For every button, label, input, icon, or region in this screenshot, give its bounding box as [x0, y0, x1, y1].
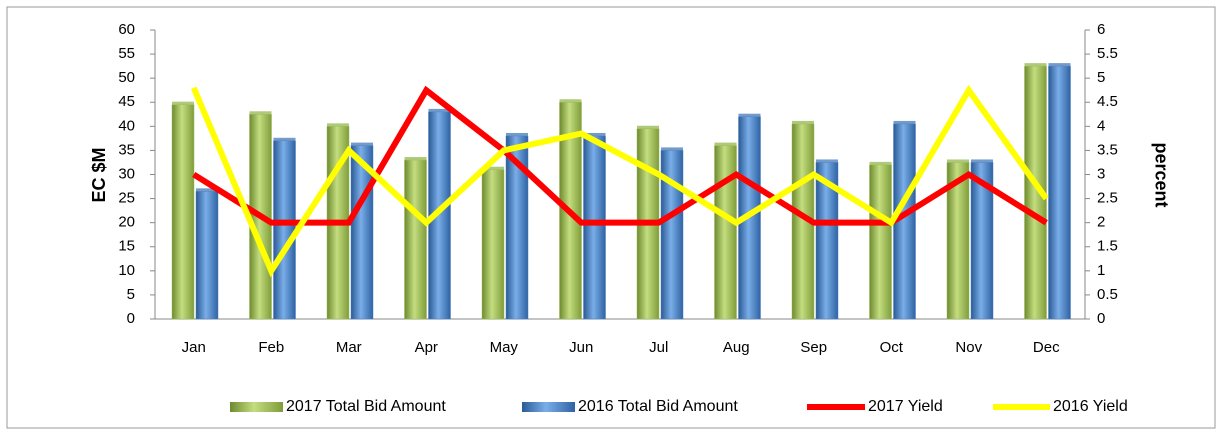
bar	[171, 104, 195, 320]
bar-top	[351, 142, 373, 146]
y2-tick-label: 4.5	[1097, 93, 1118, 110]
y2-tick-label: 4	[1097, 117, 1105, 134]
y-tick-label: 55	[118, 45, 135, 62]
bar-top	[1048, 63, 1071, 67]
x-tick-label: Mar	[336, 339, 362, 356]
bar	[583, 135, 606, 320]
bar-top	[947, 159, 969, 163]
y-tick-label: 25	[118, 190, 135, 207]
bar-top	[404, 157, 427, 161]
bar	[273, 140, 296, 320]
y-tick-label: 60	[118, 21, 135, 38]
bar-top	[559, 99, 582, 103]
y2-tick-label: 0	[1097, 310, 1105, 327]
x-tick-label: Jun	[569, 339, 593, 356]
x-tick-label: Jul	[649, 339, 668, 356]
legend-label: 2017 Total Bid Amount	[286, 398, 446, 415]
y2-axis-label: percent	[1151, 142, 1171, 207]
legend-swatch	[522, 402, 575, 412]
line	[190, 84, 1049, 278]
y-tick-label: 45	[118, 93, 135, 110]
bar-top	[714, 142, 737, 146]
bar-top	[792, 120, 814, 124]
bar-top	[506, 132, 528, 136]
y-tick-label: 10	[118, 262, 135, 279]
legend-label: 2016 Total Bid Amount	[578, 398, 738, 415]
bar-top	[738, 113, 761, 117]
y2-tick-label: 6	[1097, 21, 1105, 38]
y2-tick-label: 5	[1097, 69, 1105, 86]
bar-top	[172, 101, 194, 105]
x-tick-label: May	[490, 339, 519, 356]
y-tick-label: 30	[118, 165, 135, 182]
y2-tick-label: 5.5	[1097, 45, 1118, 62]
bar	[195, 191, 219, 320]
x-tick-label: Sep	[800, 339, 827, 356]
bar-top	[249, 111, 272, 115]
y-tick-label: 15	[118, 238, 135, 255]
legend-label: 2016 Yield	[1053, 398, 1128, 415]
bar-top	[482, 166, 504, 170]
x-tick-label: Jan	[182, 339, 206, 356]
line	[192, 85, 1048, 226]
bar-top	[893, 120, 916, 124]
x-tick-label: Apr	[415, 339, 438, 356]
bar-top	[869, 161, 892, 165]
bar-top	[273, 137, 296, 141]
y2-tick-label: 3	[1097, 165, 1105, 182]
y-axis-label: EC $M	[89, 147, 109, 202]
y2-tick-label: 3.5	[1097, 141, 1118, 158]
bar-top	[816, 159, 838, 163]
x-tick-label: Nov	[955, 339, 982, 356]
bar	[481, 169, 505, 320]
legend-label: 2017 Yield	[868, 398, 943, 415]
bar	[869, 164, 892, 320]
bar	[404, 159, 427, 320]
x-tick-label: Oct	[880, 339, 904, 356]
y-tick-label: 0	[127, 310, 135, 327]
y2-tick-label: 0.5	[1097, 286, 1118, 303]
bar-top	[661, 147, 683, 151]
x-tick-label: Feb	[258, 339, 284, 356]
bar	[1048, 65, 1071, 320]
y2-tick-label: 2.5	[1097, 190, 1118, 207]
y-tick-label: 35	[118, 141, 135, 158]
y-tick-label: 5	[127, 286, 135, 303]
bar-top	[1024, 63, 1047, 67]
y-tick-label: 40	[118, 117, 135, 134]
y-tick-label: 20	[118, 214, 135, 231]
bar-top	[196, 188, 218, 192]
bar	[714, 145, 737, 320]
x-tick-label: Dec	[1033, 339, 1060, 356]
bar-top	[971, 159, 993, 163]
x-tick-label: Aug	[723, 339, 750, 356]
bar-top	[583, 132, 606, 136]
y2-tick-label: 1.5	[1097, 238, 1118, 255]
bar-top	[637, 125, 659, 129]
y2-tick-label: 1	[1097, 262, 1105, 279]
legend-swatch	[230, 402, 283, 412]
y2-tick-label: 2	[1097, 214, 1105, 231]
bar-top	[327, 123, 349, 127]
bar-top	[428, 108, 451, 112]
y-tick-label: 50	[118, 69, 135, 86]
